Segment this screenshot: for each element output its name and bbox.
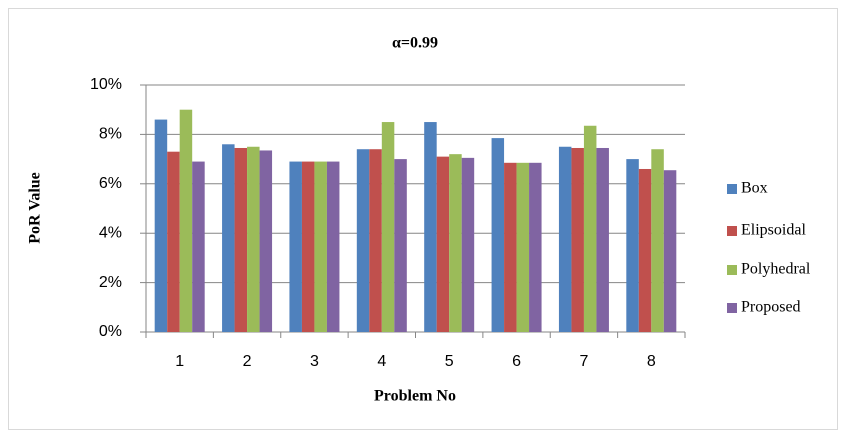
x-tick-label: 7	[579, 353, 588, 370]
bar	[583, 125, 597, 332]
x-axis-title: Problem No	[374, 388, 456, 405]
bar	[529, 162, 542, 332]
bar	[504, 162, 517, 332]
legend-swatch	[727, 184, 737, 194]
y-tick-label: 10%	[90, 76, 122, 93]
legend-label: Proposed	[741, 299, 801, 316]
y-tick-label: 2%	[99, 274, 122, 291]
bar	[289, 161, 302, 332]
legend-swatch	[727, 265, 737, 275]
bar	[638, 168, 652, 332]
bar	[491, 138, 505, 332]
bar	[301, 161, 315, 332]
bar	[558, 146, 572, 332]
bar	[326, 161, 340, 332]
bar	[314, 161, 327, 332]
bar	[449, 154, 462, 332]
bar	[424, 122, 437, 332]
legend-label: Polyhedral	[741, 261, 811, 278]
chart-title: α=0.99	[392, 35, 438, 52]
legend-label: Box	[741, 180, 768, 197]
legend-swatch	[727, 226, 737, 236]
bar	[356, 149, 370, 332]
x-tick-label: 1	[175, 353, 184, 370]
legend-label: Elipsoidal	[741, 222, 806, 239]
x-tick-label: 3	[310, 353, 319, 370]
bar	[663, 170, 677, 332]
x-tick-label: 2	[243, 353, 252, 370]
bar	[461, 157, 475, 332]
bar	[651, 149, 664, 332]
bar	[596, 147, 609, 332]
x-tick-label: 8	[647, 353, 656, 370]
y-axis-title: PoR Value	[27, 172, 44, 244]
bar	[247, 146, 260, 332]
x-tick-label: 5	[445, 353, 454, 370]
x-tick-label: 6	[512, 353, 521, 370]
bar	[154, 119, 168, 332]
y-tick-label: 0%	[99, 323, 122, 340]
chart-border	[8, 8, 838, 430]
bar	[369, 149, 382, 332]
legend-swatch	[727, 303, 737, 313]
bar	[381, 122, 395, 332]
bar	[234, 147, 248, 332]
bar	[571, 147, 584, 332]
y-tick-label: 6%	[99, 175, 122, 192]
x-tick-label: 4	[377, 353, 386, 370]
bar	[192, 161, 205, 332]
y-tick-label: 4%	[99, 224, 122, 241]
y-tick-label: 8%	[99, 126, 122, 143]
bar	[516, 162, 530, 332]
bar	[222, 144, 235, 332]
bar	[259, 150, 273, 332]
bar	[436, 156, 450, 332]
bar	[394, 159, 407, 332]
bar	[626, 159, 639, 332]
bar	[179, 109, 193, 332]
bar	[167, 151, 180, 332]
